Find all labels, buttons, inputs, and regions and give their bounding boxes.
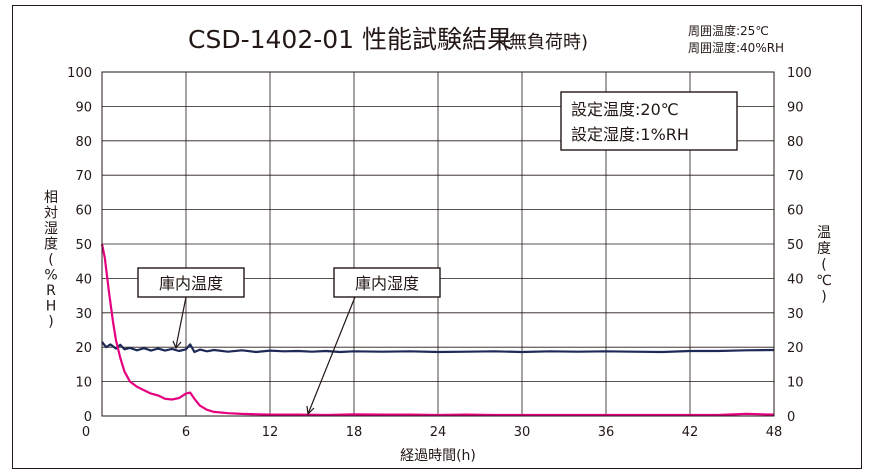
y-tick-label-right: 40 <box>787 272 804 287</box>
y-axis-label-right-char: ( <box>821 257 826 273</box>
setting-box: 設定温度:20℃ 設定湿度:1%RH <box>560 91 738 151</box>
x-tick-label: 48 <box>766 425 783 440</box>
y-tick-label-right: 10 <box>787 376 804 391</box>
y-tick-label-right: 70 <box>787 169 804 184</box>
annotation-humidity-arrowhead <box>306 405 315 416</box>
y-tick-label-left: 100 <box>67 66 92 81</box>
y-axis-label-right-char: 度 <box>817 241 831 257</box>
ambient-humidity: 周囲湿度:40%RH <box>688 40 784 55</box>
y-axis-label-left-char: % <box>44 268 57 284</box>
series-layer <box>100 243 775 417</box>
annotation-temperature-arrow <box>175 296 187 348</box>
x-tick-label: 30 <box>514 425 531 440</box>
y-axis-label-left-char: ) <box>48 314 53 330</box>
x-tick-label: 6 <box>182 425 190 440</box>
x-tick-label: 42 <box>682 425 699 440</box>
y-axis-label-left-char: ( <box>48 252 53 268</box>
y-tick-label-left: 60 <box>75 204 92 219</box>
annotation-temperature-label: 庫内温度 <box>159 274 223 293</box>
annotation-temperature: 庫内温度 <box>137 267 245 350</box>
chart-title: CSD-1402-01 性能試験結果 <box>188 25 512 54</box>
x-tick-label: 12 <box>262 425 279 440</box>
series-line-temperature <box>101 341 775 354</box>
x-axis-label: 経過時間(h) <box>400 448 476 464</box>
y-axis-right: 0 10 20 30 40 50 60 70 80 90 100 <box>787 66 812 425</box>
y-tick-label-right: 60 <box>787 204 804 219</box>
y-axis-label-left-char: H <box>46 299 57 315</box>
y-tick-label-left: 40 <box>75 272 92 287</box>
y-tick-label-right: 0 <box>787 410 795 425</box>
y-axis-label-right: 温度(℃) <box>816 225 832 305</box>
y-axis-label-left-char: 度 <box>44 237 58 253</box>
y-axis-label-left-char: R <box>46 283 56 299</box>
x-tick-label: 0 <box>82 425 90 440</box>
annotation-humidity-box <box>333 267 441 298</box>
y-tick-label-left: 70 <box>75 169 92 184</box>
series-line-humidity <box>100 243 775 417</box>
y-axis-label-left-char: 湿 <box>44 221 58 237</box>
y-tick-label-left: 80 <box>75 135 92 150</box>
plot-border <box>101 71 775 417</box>
setting-humidity: 設定湿度:1%RH <box>571 125 689 144</box>
y-tick-label-right: 50 <box>787 238 804 253</box>
y-axis-label-right-char: ℃ <box>816 273 832 289</box>
annotation-humidity-label: 庫内湿度 <box>355 274 419 293</box>
y-axis-label-right-char: ) <box>821 289 826 305</box>
y-tick-label-right: 20 <box>787 341 804 356</box>
ambient-temperature: 周囲温度:25℃ <box>688 23 769 38</box>
annotation-humidity-arrow <box>307 296 356 415</box>
x-axis: 0 6 12 18 24 30 36 42 48 <box>82 425 782 440</box>
y-tick-label-right: 90 <box>787 100 804 115</box>
outer-frame <box>12 5 862 469</box>
annotation-temperature-arrowhead <box>172 340 182 350</box>
setting-box-frame <box>560 91 738 151</box>
y-axis-left: 0 10 20 30 40 50 60 70 80 90 100 <box>67 66 92 425</box>
y-tick-label-left: 30 <box>75 307 92 322</box>
y-tick-label-left: 90 <box>75 100 92 115</box>
annotation-temperature-box <box>137 267 245 298</box>
x-tick-label: 24 <box>430 425 447 440</box>
x-tick-label: 18 <box>346 425 363 440</box>
annotation-humidity: 庫内湿度 <box>306 267 441 416</box>
chart-subtitle: (無負荷時) <box>502 32 588 53</box>
y-tick-label-right: 100 <box>787 66 812 81</box>
y-axis-label-left-char: 相 <box>44 190 58 206</box>
grid <box>102 72 774 416</box>
y-axis-label-left-char: 対 <box>44 206 58 222</box>
y-tick-label-left: 20 <box>75 341 92 356</box>
y-axis-label-right-char: 温 <box>817 225 831 241</box>
x-tick-label: 36 <box>598 425 615 440</box>
y-tick-label-left: 50 <box>75 238 92 253</box>
setting-temperature: 設定温度:20℃ <box>571 100 679 119</box>
y-tick-label-right: 30 <box>787 307 804 322</box>
y-tick-label-left: 0 <box>84 410 92 425</box>
y-tick-label-left: 10 <box>75 376 92 391</box>
y-tick-label-right: 80 <box>787 135 804 150</box>
